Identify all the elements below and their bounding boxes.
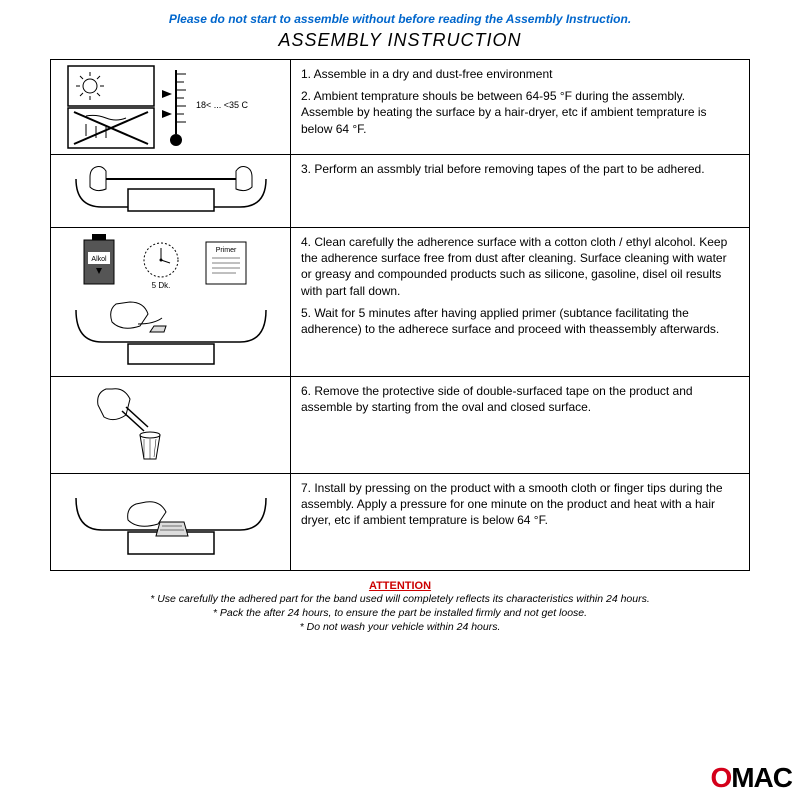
instruction-row: 7. Install by pressing on the product wi… bbox=[51, 474, 750, 571]
step-text: 1. Assemble in a dry and dust-free envir… bbox=[301, 66, 739, 82]
instruction-text: 4. Clean carefully the adherence surface… bbox=[291, 228, 750, 377]
step-text: 5. Wait for 5 minutes after having appli… bbox=[301, 305, 739, 337]
attention-line: * Do not wash your vehicle within 24 hou… bbox=[50, 621, 750, 635]
primer-label: Primer bbox=[215, 247, 236, 254]
instruction-row: 6. Remove the protective side of double-… bbox=[51, 377, 750, 474]
instruction-row: Alkol 5 Dk. Primer bbox=[51, 228, 750, 377]
alcohol-label: Alkol bbox=[91, 256, 107, 263]
step-text: 4. Clean carefully the adherence surface… bbox=[301, 234, 739, 299]
logo-text: MAC bbox=[731, 762, 792, 793]
illustration-trial bbox=[51, 155, 291, 228]
illustration-tape bbox=[51, 377, 291, 474]
illustration-clean: Alkol 5 Dk. Primer bbox=[51, 228, 291, 377]
page-title: ASSEMBLY INSTRUCTION bbox=[50, 30, 750, 51]
instruction-text: 3. Perform an assmbly trial before remov… bbox=[291, 155, 750, 228]
instruction-text: 7. Install by pressing on the product wi… bbox=[291, 474, 750, 571]
instruction-text: 6. Remove the protective side of double-… bbox=[291, 377, 750, 474]
step-text: 7. Install by pressing on the product wi… bbox=[301, 480, 739, 529]
logo-accent: O bbox=[710, 762, 731, 793]
instruction-row: 18< ... <35 C 1. Assemble in a dry and d… bbox=[51, 60, 750, 155]
attention-line: * Use carefully the adhered part for the… bbox=[50, 593, 750, 607]
attention-line: * Pack the after 24 hours, to ensure the… bbox=[50, 607, 750, 621]
top-warning: Please do not start to assemble without … bbox=[50, 12, 750, 26]
instruction-table: 18< ... <35 C 1. Assemble in a dry and d… bbox=[50, 59, 750, 571]
illustration-install bbox=[51, 474, 291, 571]
attention-title: ATTENTION bbox=[50, 579, 750, 593]
brand-logo: OMAC bbox=[710, 762, 792, 794]
illustration-environment: 18< ... <35 C bbox=[51, 60, 291, 155]
instruction-text: 1. Assemble in a dry and dust-free envir… bbox=[291, 60, 750, 155]
step-text: 3. Perform an assmbly trial before remov… bbox=[301, 161, 739, 177]
step-text: 6. Remove the protective side of double-… bbox=[301, 383, 739, 415]
step-text: 2. Ambient temprature shouls be between … bbox=[301, 88, 739, 137]
temp-range-label: 18< ... <35 C bbox=[196, 100, 249, 110]
instruction-row: 3. Perform an assmbly trial before remov… bbox=[51, 155, 750, 228]
attention-block: ATTENTION * Use carefully the adhered pa… bbox=[50, 579, 750, 634]
timer-label: 5 Dk. bbox=[151, 281, 170, 290]
